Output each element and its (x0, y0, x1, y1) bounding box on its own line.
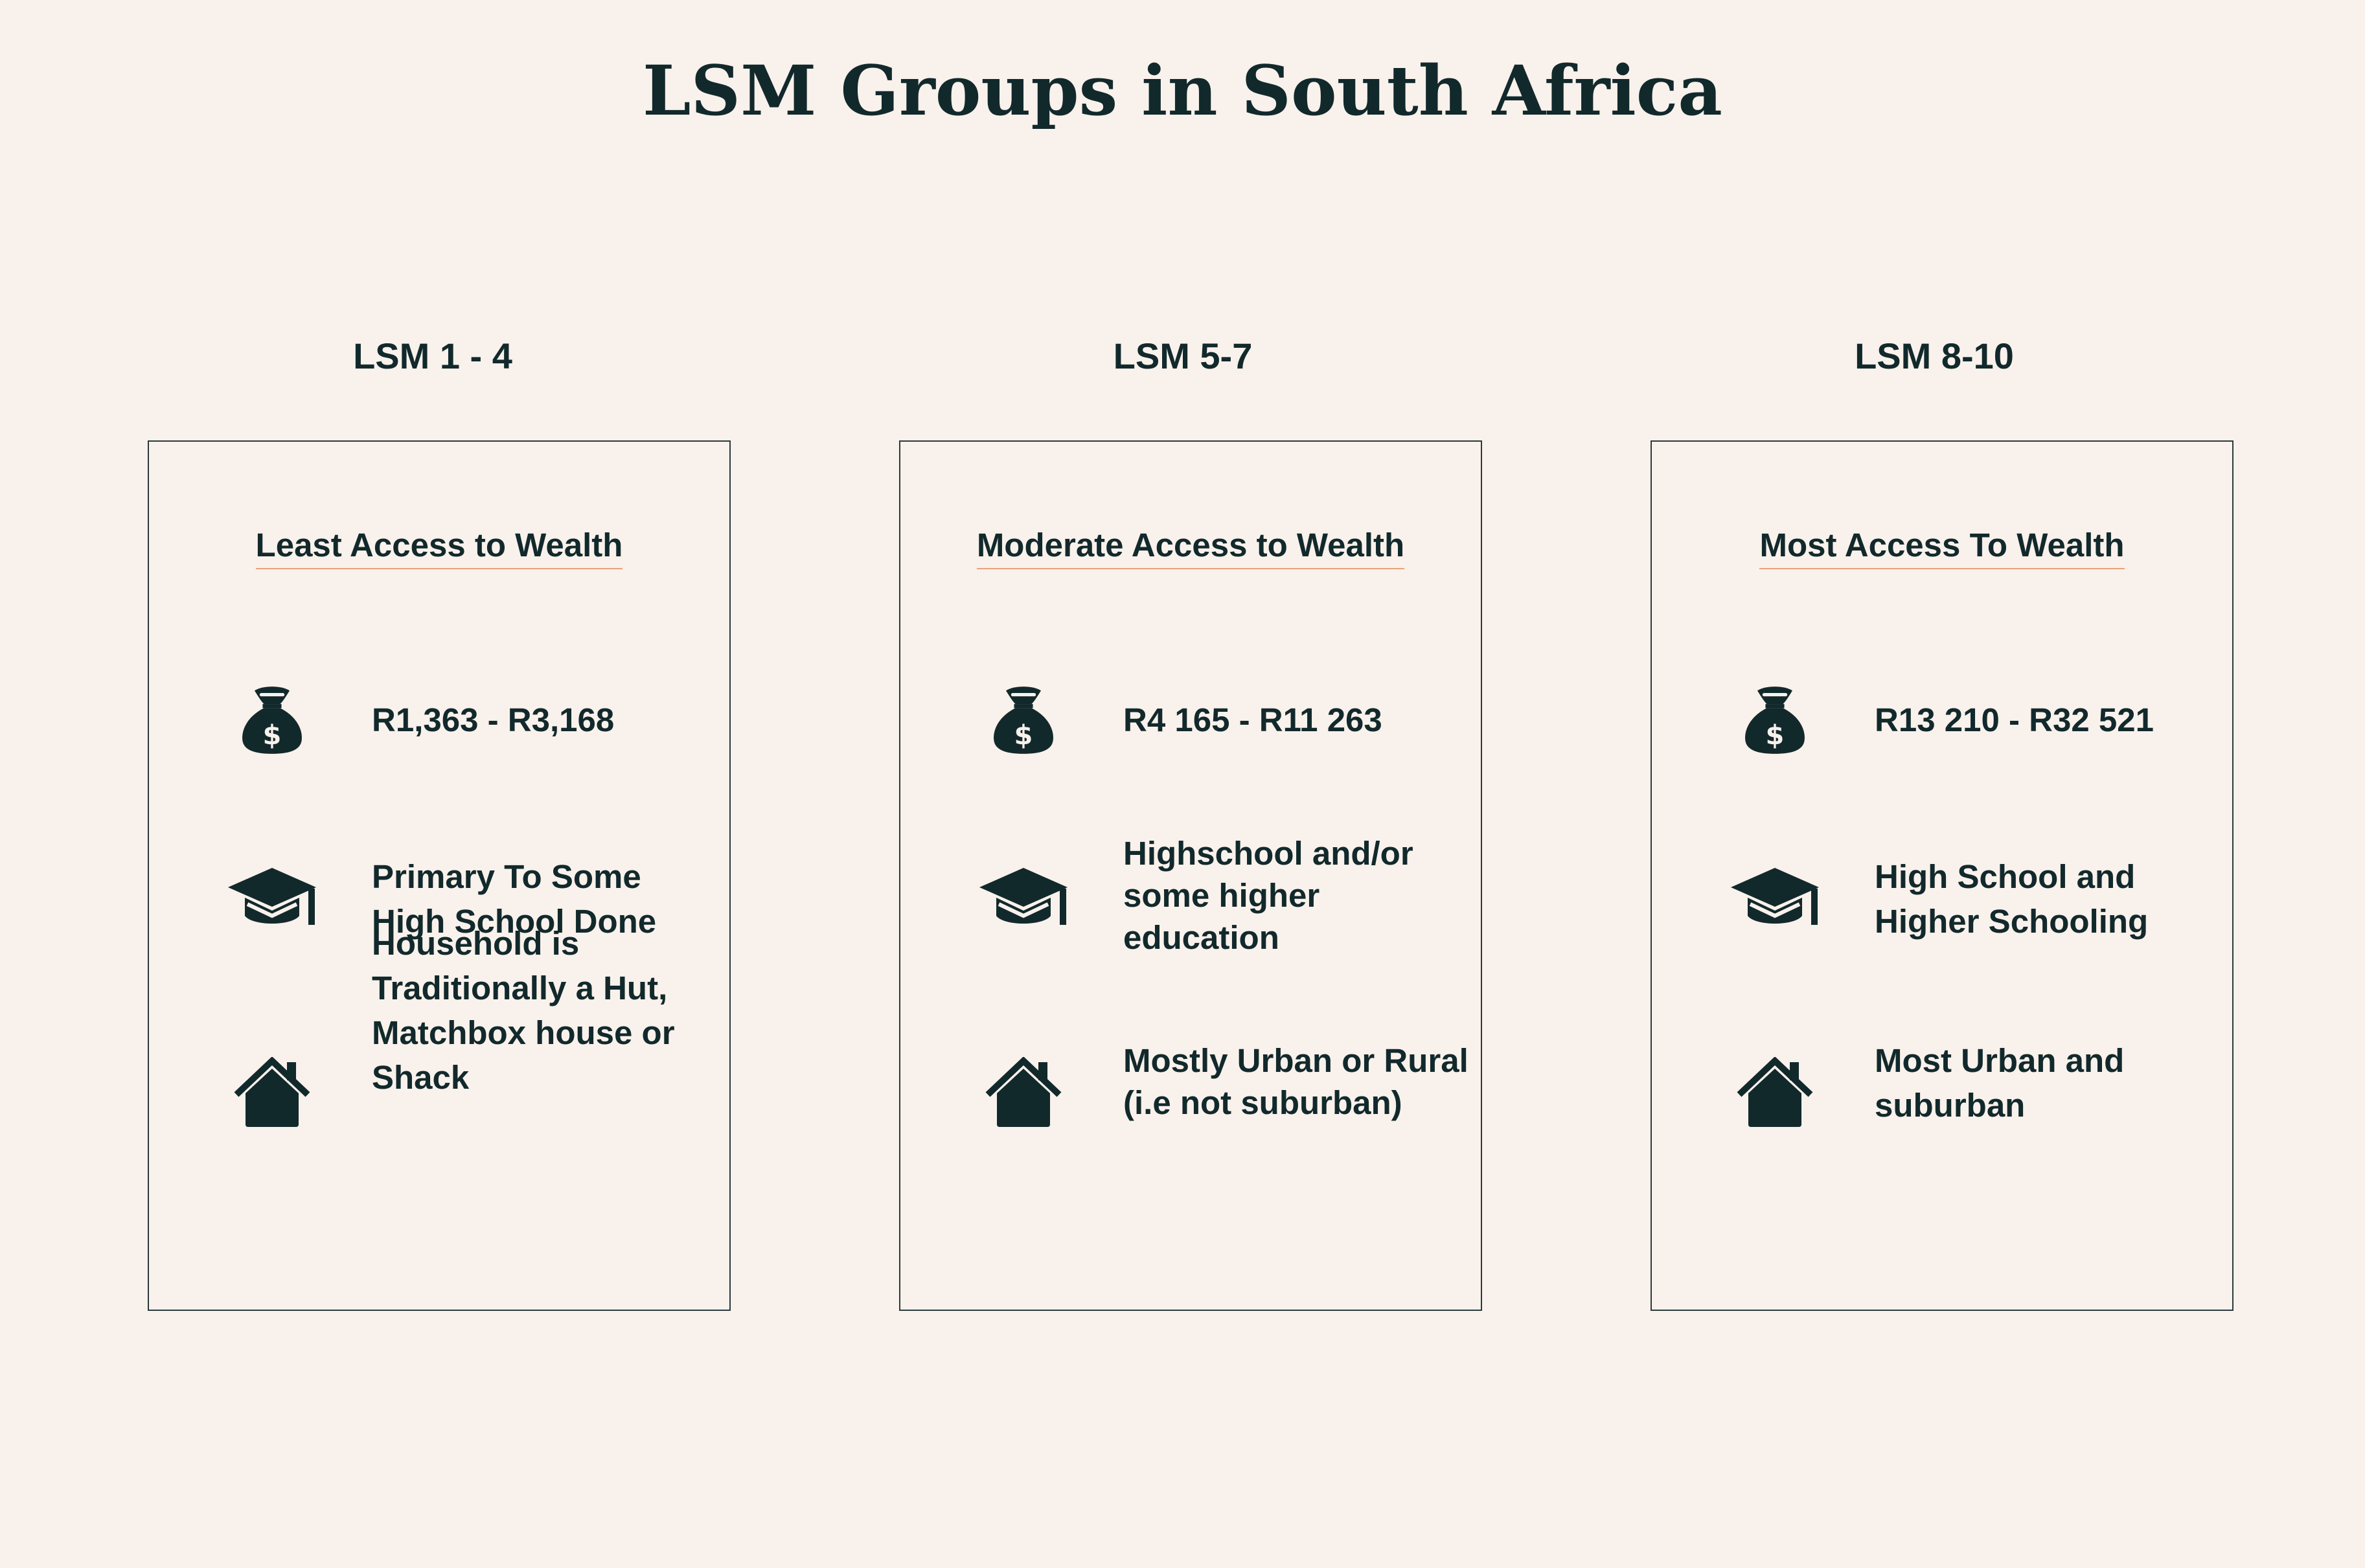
card-heading: Least Access to Wealth (149, 519, 729, 571)
housing-text: Most Urban and suburban (1875, 1042, 2125, 1124)
group-label-lsm-8-10: LSM 8-10 (1855, 335, 2014, 376)
svg-text:$: $ (1014, 719, 1033, 751)
education-text: High School and Higher Schooling (1875, 858, 2149, 940)
housing-text: Mostly Urban or Rural (i.e not suburban) (1123, 1042, 1468, 1121)
house-icon (972, 1047, 1075, 1138)
graduation-cap-icon (1723, 856, 1827, 947)
svg-text:$: $ (263, 719, 282, 751)
education-text: Highschool and/or some higher education (1123, 835, 1413, 956)
education-text: Primary To Some High School Done (372, 858, 657, 940)
money-bag-icon: $ (972, 675, 1075, 766)
group-label-lsm-1-4: LSM 1 - 4 (353, 335, 512, 376)
card-lsm-8-10: Most Access To Wealth $ R13 210 - R32 52… (1651, 440, 2234, 1311)
income-text: R13 210 - R32 521 (1875, 701, 2154, 738)
page-title: LSM Groups in South Africa (643, 50, 1722, 131)
card-lsm-1-4: Least Access to Wealth $ R1,363 - R3,168… (148, 440, 731, 1311)
group-label-lsm-5-7: LSM 5-7 (1113, 335, 1253, 376)
card-lsm-5-7: Moderate Access to Wealth $ R4 165 - R11… (899, 440, 1482, 1311)
income-text: R1,363 - R3,168 (372, 701, 615, 738)
income-text: R4 165 - R11 263 (1123, 701, 1382, 738)
card-heading: Most Access To Wealth (1652, 519, 2232, 571)
house-icon (1723, 1047, 1827, 1138)
card-heading: Moderate Access to Wealth (900, 519, 1481, 571)
money-bag-icon: $ (220, 675, 324, 766)
graduation-cap-icon (972, 856, 1075, 947)
graduation-cap-icon (220, 856, 324, 947)
house-icon (220, 1047, 324, 1138)
svg-text:$: $ (1766, 719, 1785, 751)
housing-text: Household is Traditionally a Hut, Matchb… (372, 925, 675, 1096)
money-bag-icon: $ (1723, 675, 1827, 766)
